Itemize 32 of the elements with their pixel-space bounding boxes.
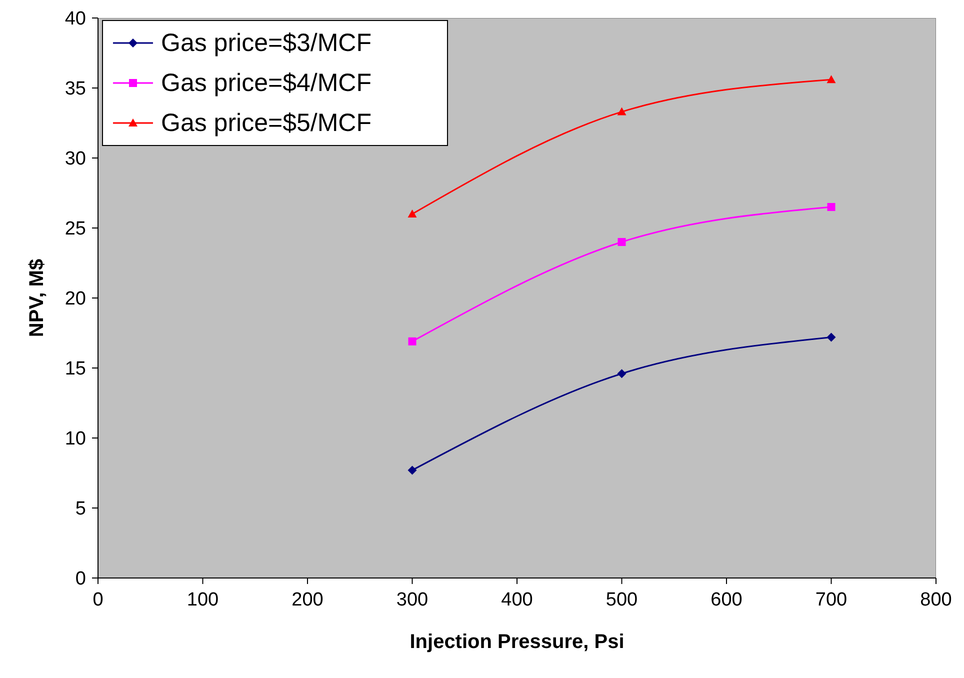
x-tick-label: 700 bbox=[815, 589, 848, 610]
x-tick-label: 600 bbox=[710, 589, 742, 610]
y-tick-label: 15 bbox=[64, 358, 86, 380]
y-tick-label: 10 bbox=[64, 428, 86, 450]
x-tick-label: 100 bbox=[186, 589, 219, 610]
y-tick-label: 25 bbox=[64, 218, 86, 240]
y-tick-label: 0 bbox=[75, 568, 86, 590]
x-tick-label: 200 bbox=[292, 589, 324, 610]
point bbox=[826, 75, 836, 84]
x-axis-title: Injection Pressure, Psi bbox=[410, 631, 624, 653]
y-tick-label: 35 bbox=[64, 78, 86, 100]
y-tick-label: 20 bbox=[64, 288, 86, 310]
y-tick-label: 5 bbox=[75, 498, 86, 520]
point bbox=[827, 203, 836, 211]
legend-label: Gas price=$5/MCF bbox=[161, 108, 372, 139]
legend-label: Gas price=$3/MCF bbox=[161, 28, 372, 59]
point bbox=[826, 332, 836, 342]
y-tick-label: 30 bbox=[64, 148, 86, 170]
point bbox=[408, 210, 417, 218]
point bbox=[617, 107, 626, 116]
x-tick-label: 500 bbox=[606, 589, 638, 610]
y-axis-title: NPV, M$ bbox=[26, 258, 48, 338]
x-tick-label: 800 bbox=[920, 589, 952, 610]
point bbox=[408, 337, 416, 346]
y-tick-label: 40 bbox=[64, 8, 86, 30]
x-tick-label: 400 bbox=[501, 589, 533, 610]
point bbox=[617, 369, 626, 378]
point bbox=[618, 238, 626, 246]
x-tick-label: 0 bbox=[92, 589, 104, 610]
x-tick-label: 300 bbox=[396, 589, 428, 610]
point bbox=[408, 466, 417, 475]
legend-label: Gas price=$4/MCF bbox=[161, 68, 372, 99]
